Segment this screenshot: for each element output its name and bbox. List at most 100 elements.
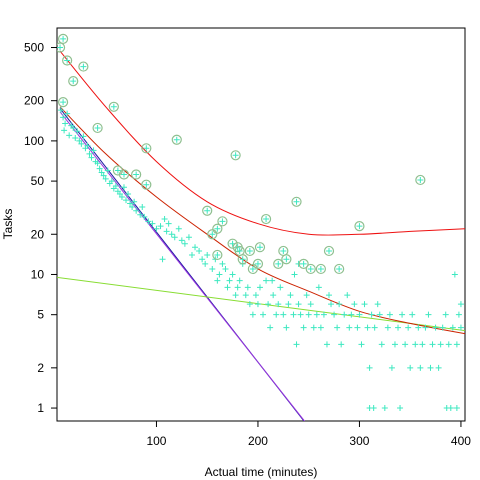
plus-point — [98, 169, 105, 176]
circle-plus-point — [217, 216, 228, 227]
plus-point — [125, 191, 132, 198]
plus-point — [90, 147, 97, 154]
y-tick-label: 500 — [24, 41, 44, 55]
plus-point — [123, 197, 130, 204]
plus-point — [291, 271, 298, 278]
circle-plus-point — [212, 223, 223, 234]
plus-point — [60, 114, 67, 121]
plus-point — [366, 364, 373, 371]
plus-point — [376, 311, 383, 318]
plus-point — [356, 311, 363, 318]
circle-plus-point — [57, 42, 66, 53]
circle-plus-point — [68, 76, 79, 87]
plus-point — [94, 160, 101, 167]
plus-point — [80, 133, 87, 140]
plus-point — [285, 301, 292, 308]
plus-point — [252, 292, 259, 299]
plus-point — [120, 184, 127, 191]
plus-point — [295, 301, 302, 308]
circle-plus-point — [207, 229, 218, 240]
plus-point — [181, 240, 188, 247]
plus-point — [254, 301, 261, 308]
plus-point — [313, 311, 320, 318]
circle-plus-point — [334, 263, 345, 275]
circle-plus-point — [237, 254, 248, 265]
y-axis: 1 2 5 10 20 50 100 200 500 — [24, 41, 57, 415]
plus-point — [96, 165, 103, 172]
plus-point — [62, 120, 69, 127]
plus-point — [157, 223, 164, 230]
x-axis: 100 200 300 400 — [146, 421, 471, 448]
plus-point — [161, 216, 168, 223]
plus-point — [442, 311, 449, 318]
plus-point — [323, 341, 330, 348]
plus-point — [153, 225, 160, 232]
circle-plus-point — [415, 174, 426, 186]
plus-point — [425, 311, 432, 318]
plus-point — [199, 256, 206, 263]
plus-point — [277, 284, 284, 291]
plus-point — [374, 301, 381, 308]
circle-plus-point — [281, 254, 292, 265]
plus-point — [315, 284, 322, 291]
plus-point — [437, 341, 444, 348]
plus-point — [139, 203, 146, 210]
plus-point — [419, 341, 426, 348]
plus-point — [445, 341, 452, 348]
circle-plus-point — [305, 263, 316, 275]
plus-point — [66, 132, 73, 139]
plus-point — [354, 324, 361, 331]
plus-point — [381, 405, 388, 412]
plot-frame — [56, 27, 466, 422]
plus-point — [326, 292, 332, 299]
plus-point — [118, 194, 125, 201]
circle-plus-point — [278, 245, 289, 257]
plus-point — [328, 301, 335, 308]
plus-point — [100, 172, 107, 179]
plus-point — [112, 182, 119, 189]
plus-point — [351, 301, 358, 308]
plus-point — [188, 251, 195, 258]
plus-point — [341, 311, 348, 318]
x-tick-label: 300 — [349, 434, 369, 448]
plus-point — [320, 311, 327, 318]
plus-point — [242, 292, 249, 299]
plus-point — [443, 405, 450, 412]
plus-point — [348, 311, 355, 318]
circle-plus-point — [291, 196, 302, 207]
plus-point — [439, 324, 446, 331]
plus-point — [58, 107, 65, 114]
plus-point — [331, 311, 338, 318]
plus-point — [133, 207, 140, 214]
plus-point — [165, 220, 172, 227]
circle-plus-point — [57, 33, 69, 45]
plus-point — [344, 292, 351, 299]
plus-point — [432, 324, 439, 331]
plus-point — [232, 292, 239, 299]
plus-point — [334, 324, 341, 331]
circle-plus-point — [354, 221, 365, 232]
circle-plus-point — [323, 245, 335, 257]
circle-plus-point — [62, 55, 73, 66]
plus-point — [417, 364, 424, 371]
x-tick-label: 400 — [451, 434, 471, 448]
plus-point — [378, 341, 385, 348]
plus-point — [429, 341, 436, 348]
plus-point — [317, 324, 324, 331]
plus-point — [303, 292, 310, 299]
y-tick-label: 5 — [37, 308, 44, 322]
y-tick-label: 200 — [24, 94, 44, 108]
circle-plus-point — [57, 97, 69, 108]
fit-line-line-purple — [59, 111, 306, 421]
plus-point — [405, 324, 412, 331]
fit-line-curve-inner — [59, 106, 465, 335]
plus-point — [70, 124, 77, 131]
x-tick-label: 100 — [146, 434, 166, 448]
plus-point — [236, 277, 243, 284]
plus-point — [209, 265, 216, 272]
circle-plus-point — [254, 242, 266, 253]
plus-point — [137, 211, 144, 218]
plus-point — [185, 234, 192, 241]
plus-point — [159, 256, 166, 263]
plus-point — [202, 260, 209, 267]
